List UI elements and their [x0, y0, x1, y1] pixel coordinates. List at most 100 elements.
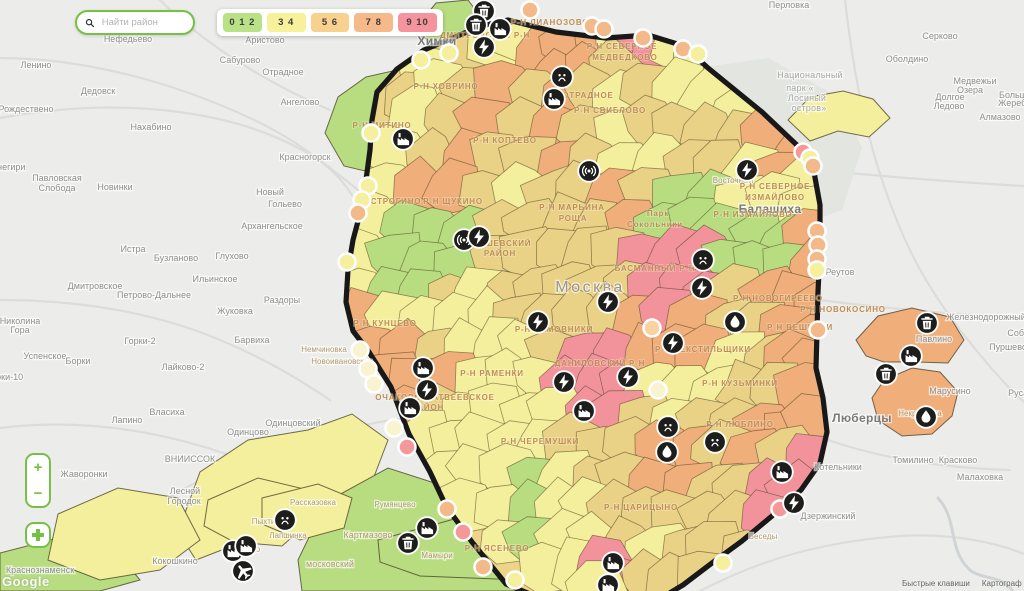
bolt-marker[interactable] [782, 491, 806, 515]
factory-marker[interactable] [488, 17, 512, 41]
place-label: Рождествено [0, 104, 54, 114]
district-area[interactable] [47, 487, 201, 581]
cluster-dot[interactable] [384, 418, 404, 438]
place-label: Долгое [935, 92, 964, 102]
cluster-dot[interactable] [361, 123, 381, 143]
bolt-icon [789, 495, 799, 511]
trash-marker[interactable] [396, 531, 420, 555]
legend-chip-1[interactable]: 3 4 [266, 13, 306, 32]
cluster-dot[interactable] [808, 320, 828, 340]
cluster-dot[interactable] [439, 43, 459, 63]
sad-marker[interactable] [656, 415, 680, 439]
bolt-marker[interactable] [616, 365, 640, 389]
factory-marker[interactable] [770, 460, 794, 484]
place-label: Одинцово [227, 427, 269, 437]
place-label: Раздоры [264, 295, 300, 305]
cluster-dot[interactable] [642, 318, 662, 338]
bolt-marker[interactable] [472, 35, 496, 59]
search-icon [85, 18, 95, 27]
cluster-dot[interactable] [364, 374, 384, 394]
zoom-out-button[interactable]: − [27, 481, 49, 507]
shortcuts-link[interactable]: Быстрые клавиши [902, 579, 970, 588]
legend-chip-0[interactable]: 0 1 2 [223, 13, 262, 32]
cluster-dot[interactable] [350, 340, 370, 360]
bolt-marker[interactable] [690, 276, 714, 300]
factory-icon [421, 522, 434, 535]
district-label: ИЗМАЙЛОВО [745, 193, 805, 202]
legend-chip-3[interactable]: 7 8 [354, 13, 394, 32]
bolt-icon [697, 280, 707, 296]
factory-marker[interactable] [601, 551, 625, 575]
district-label: Сокольники [627, 220, 683, 229]
trash-marker[interactable] [464, 13, 488, 37]
cluster-dot[interactable] [807, 260, 827, 280]
cluster-dot[interactable] [337, 252, 357, 272]
wifi-marker[interactable] [577, 159, 601, 183]
cluster-dot[interactable] [803, 156, 823, 176]
bolt-marker[interactable] [415, 378, 439, 402]
factory-marker[interactable] [572, 399, 596, 423]
trash-marker[interactable] [874, 362, 898, 386]
cluster-dot[interactable] [437, 499, 457, 519]
district-label: Р-Н КУЗЬМИНКИ [702, 379, 778, 388]
cluster-dot[interactable] [520, 0, 540, 20]
cluster-dot[interactable] [688, 44, 708, 64]
bolt-marker[interactable] [735, 158, 759, 182]
cluster-dot[interactable] [453, 522, 473, 542]
cluster-dot[interactable] [713, 553, 733, 573]
cluster-dot[interactable] [348, 203, 368, 223]
trash-icon [921, 316, 933, 330]
sad-marker[interactable] [273, 508, 297, 532]
bolt-marker[interactable] [552, 370, 576, 394]
drop-marker[interactable] [914, 405, 938, 429]
factory-marker[interactable] [415, 516, 439, 540]
search-input[interactable] [99, 16, 185, 29]
factory-marker[interactable] [234, 534, 258, 558]
bolt-marker[interactable] [661, 331, 685, 355]
place-label: Сабурово [220, 55, 261, 65]
bolt-marker[interactable] [526, 310, 550, 334]
cluster-dot[interactable] [397, 437, 417, 457]
google-logo[interactable]: Google [2, 574, 50, 589]
drop-marker[interactable] [655, 440, 679, 464]
drop-marker[interactable] [723, 310, 747, 334]
cluster-dot[interactable] [648, 380, 668, 400]
factory-marker[interactable] [596, 573, 620, 591]
legend-chip-4[interactable]: 9 10 [398, 13, 437, 32]
factory-icon [905, 350, 918, 363]
place-label: Озера [957, 85, 983, 95]
place-label: Ильинское [193, 274, 238, 284]
fullscreen-button[interactable] [25, 522, 51, 548]
zoom-in-button[interactable]: + [27, 455, 49, 481]
factory-marker[interactable] [411, 356, 435, 380]
district-label: Р-Н СЕВЕРНОЕ [740, 182, 811, 191]
sad-marker[interactable] [691, 248, 715, 272]
bolt-marker[interactable] [596, 290, 620, 314]
legend-chip-2[interactable]: 5 6 [310, 13, 350, 32]
cluster-dot[interactable] [633, 28, 653, 48]
factory-marker[interactable] [899, 344, 923, 368]
cluster-dot[interactable] [594, 19, 614, 39]
cluster-dot[interactable] [473, 557, 493, 577]
place-label: Новый [256, 187, 284, 197]
cluster-dot[interactable] [505, 570, 525, 590]
factory-marker[interactable] [542, 87, 566, 111]
trash-icon [402, 536, 414, 550]
factory-marker[interactable] [391, 127, 415, 151]
plane-marker[interactable] [231, 559, 255, 583]
cluster-dot[interactable] [411, 50, 431, 70]
place-label: Слобода [38, 183, 75, 193]
sad-marker[interactable] [703, 430, 727, 454]
district-label: Р-Н СВИБЛОВО [574, 106, 646, 115]
place-label: Жеребцы [998, 98, 1024, 108]
factory-marker[interactable] [398, 396, 422, 420]
bolt-marker[interactable] [467, 225, 491, 249]
bolt-icon [474, 229, 484, 245]
factory-icon [776, 466, 789, 479]
trash-marker[interactable] [915, 311, 939, 335]
trash-icon [880, 367, 892, 381]
district-area[interactable] [787, 90, 891, 142]
sad-marker[interactable] [550, 65, 574, 89]
